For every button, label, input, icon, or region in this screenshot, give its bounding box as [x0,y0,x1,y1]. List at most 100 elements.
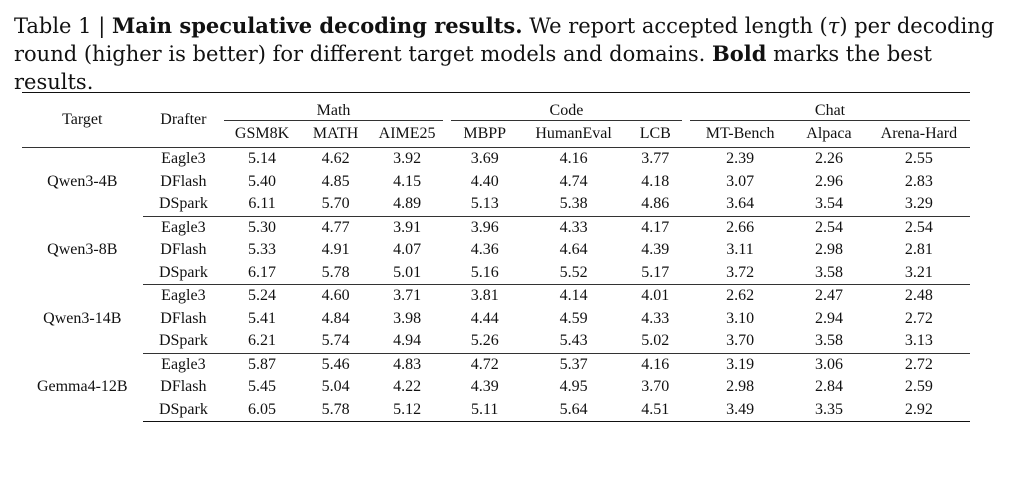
value-cell: 5.26 [451,330,519,354]
value-cell: 4.33 [559,218,588,236]
value-cell: 3.72 [690,261,791,285]
table-caption: Table 1 | Main speculative decoding resu… [14,12,999,96]
value-cell: 6.21 [224,330,300,354]
value-cell: 6.11 [224,193,300,217]
value-cell: 5.24 [248,287,277,304]
value-cell: 5.78 [299,398,372,422]
value-cell: 4.95 [559,378,588,395]
value-cell: 3.21 [867,261,970,285]
value-cell: 5.46 [321,355,350,373]
value-cell: 3.70 [641,378,670,395]
value-cell: 4.16 [641,355,670,373]
value-cell: 5.01 [371,261,443,285]
value-cell: 4.91 [321,241,350,258]
value-cell: 4.18 [641,172,670,190]
target-model-cell: Qwen3-14B [43,309,122,327]
value-cell: 5.12 [371,398,443,422]
drafter-cell: DFlash [160,309,207,327]
value-cell: 4.60 [321,287,350,304]
value-cell: 4.17 [641,218,670,236]
value-cell: 4.36 [470,241,499,258]
caption-text-3: marks the best results. [14,42,932,94]
value-cell: 3.35 [790,398,868,422]
caption-bold-word: Bold [712,41,767,66]
value-cell: 4.14 [559,287,588,304]
value-cell: 5.11 [451,398,519,422]
value-cell: 2.98 [726,378,755,395]
value-cell: 4.40 [470,172,499,190]
value-cell: 2.94 [814,309,843,327]
value-cell: 2.72 [904,309,933,327]
group-header-code: Code [451,93,682,121]
value-cell: 2.98 [814,241,843,258]
value-cell: 3.10 [726,309,755,327]
value-cell: 4.84 [321,309,350,327]
value-cell: 4.74 [559,172,588,190]
drafter-cell: DSpark [142,398,225,422]
value-cell: 2.39 [726,150,755,167]
table-row: DFlash 5.33 4.91 4.07 4.36 4.64 4.39 3.11 2.98 2.… [22,239,970,262]
value-cell: 5.78 [299,261,372,285]
table-row: Qwen3-8B Eagle3 5.30 4.77 3.91 3.96 4.33 4.17 2.… [22,216,970,259]
value-cell: 4.77 [321,218,350,236]
value-cell: 5.17 [628,261,682,285]
value-cell: 4.39 [641,241,670,258]
value-cell: 2.59 [904,378,933,395]
value-cell: 5.02 [628,330,682,354]
drafter-cell: DFlash [160,172,207,190]
value-cell: 3.19 [726,355,755,373]
table-row: DFlash 5.45 5.04 4.22 4.39 4.95 3.70 2.98 2.84 2.… [22,376,970,399]
value-cell: 3.92 [393,150,422,167]
value-cell: 4.59 [559,309,588,327]
value-cell: 3.58 [790,261,868,285]
value-cell: 3.29 [867,193,970,217]
target-model-cell: Qwen3-8B [47,241,118,258]
target-model-cell: Gemma4-12B [36,378,128,395]
value-cell: 4.15 [393,172,422,190]
col-header-arena-hard: Arena-Hard [867,120,970,148]
value-cell: 4.51 [628,398,682,422]
value-cell: 3.49 [690,398,791,422]
value-cell: 4.16 [559,150,588,167]
drafter-cell: DFlash [160,241,207,258]
value-cell: 3.06 [814,355,843,373]
value-cell: 5.64 [518,398,629,422]
table-row: Qwen3-4B Eagle3 5.14 4.62 3.92 3.69 4.16 3.77 2.… [22,148,970,190]
value-cell: 5.14 [248,150,277,167]
value-cell: 3.70 [690,330,791,354]
value-cell: 3.58 [790,330,868,354]
column-header-row: GSM8K MATH AIME25 MBPP HumanEval LCB MT-… [22,120,970,148]
group-header-chat: Chat [690,93,970,121]
target-model-cell: Qwen3-4B [47,172,118,190]
value-cell: 4.72 [470,355,499,373]
table-row: DSpark 6.17 5.78 5.01 5.16 5.52 5.17 3.72 3.58 3.… [22,261,970,285]
value-cell: 3.98 [393,309,422,327]
table-row: DSpark 6.11 5.70 4.89 5.13 5.38 4.86 3.64 3.54 3.… [22,193,970,217]
drafter-cell: Eagle3 [161,287,206,304]
group-header-math: Math [224,93,443,121]
value-cell: 4.64 [559,241,588,258]
value-cell: 3.64 [690,193,791,217]
value-cell: 4.94 [371,330,443,354]
group-header-row: Target Drafter Math Code Chat [22,93,970,148]
header-drafter: Drafter [142,93,225,148]
value-cell: 4.83 [393,355,422,373]
value-cell: 5.45 [248,378,277,395]
value-cell: 3.91 [393,218,422,236]
drafter-cell: Eagle3 [161,218,206,236]
drafter-cell: DFlash [160,378,207,395]
drafter-cell: Eagle3 [161,150,206,167]
value-cell: 5.16 [451,261,519,285]
value-cell: 2.54 [904,218,933,236]
col-header-mt-bench: MT-Bench [690,120,791,148]
table-row: DFlash 5.40 4.85 4.15 4.40 4.74 4.18 3.07 2.96 2.… [22,171,970,194]
table-row: Gemma4-12B Eagle3 5.87 5.46 4.83 4.72 5.37 4.16… [22,353,970,396]
drafter-cell: DSpark [142,193,225,217]
value-cell: 5.30 [248,218,277,236]
value-cell: 2.96 [814,172,843,190]
value-cell: 4.85 [321,172,350,190]
value-cell: 5.37 [559,355,588,373]
value-cell: 3.69 [470,150,499,167]
table-row: DSpark 6.05 5.78 5.12 5.11 5.64 4.51 3.49 3.35 2.… [22,398,970,422]
value-cell: 2.26 [814,150,843,167]
